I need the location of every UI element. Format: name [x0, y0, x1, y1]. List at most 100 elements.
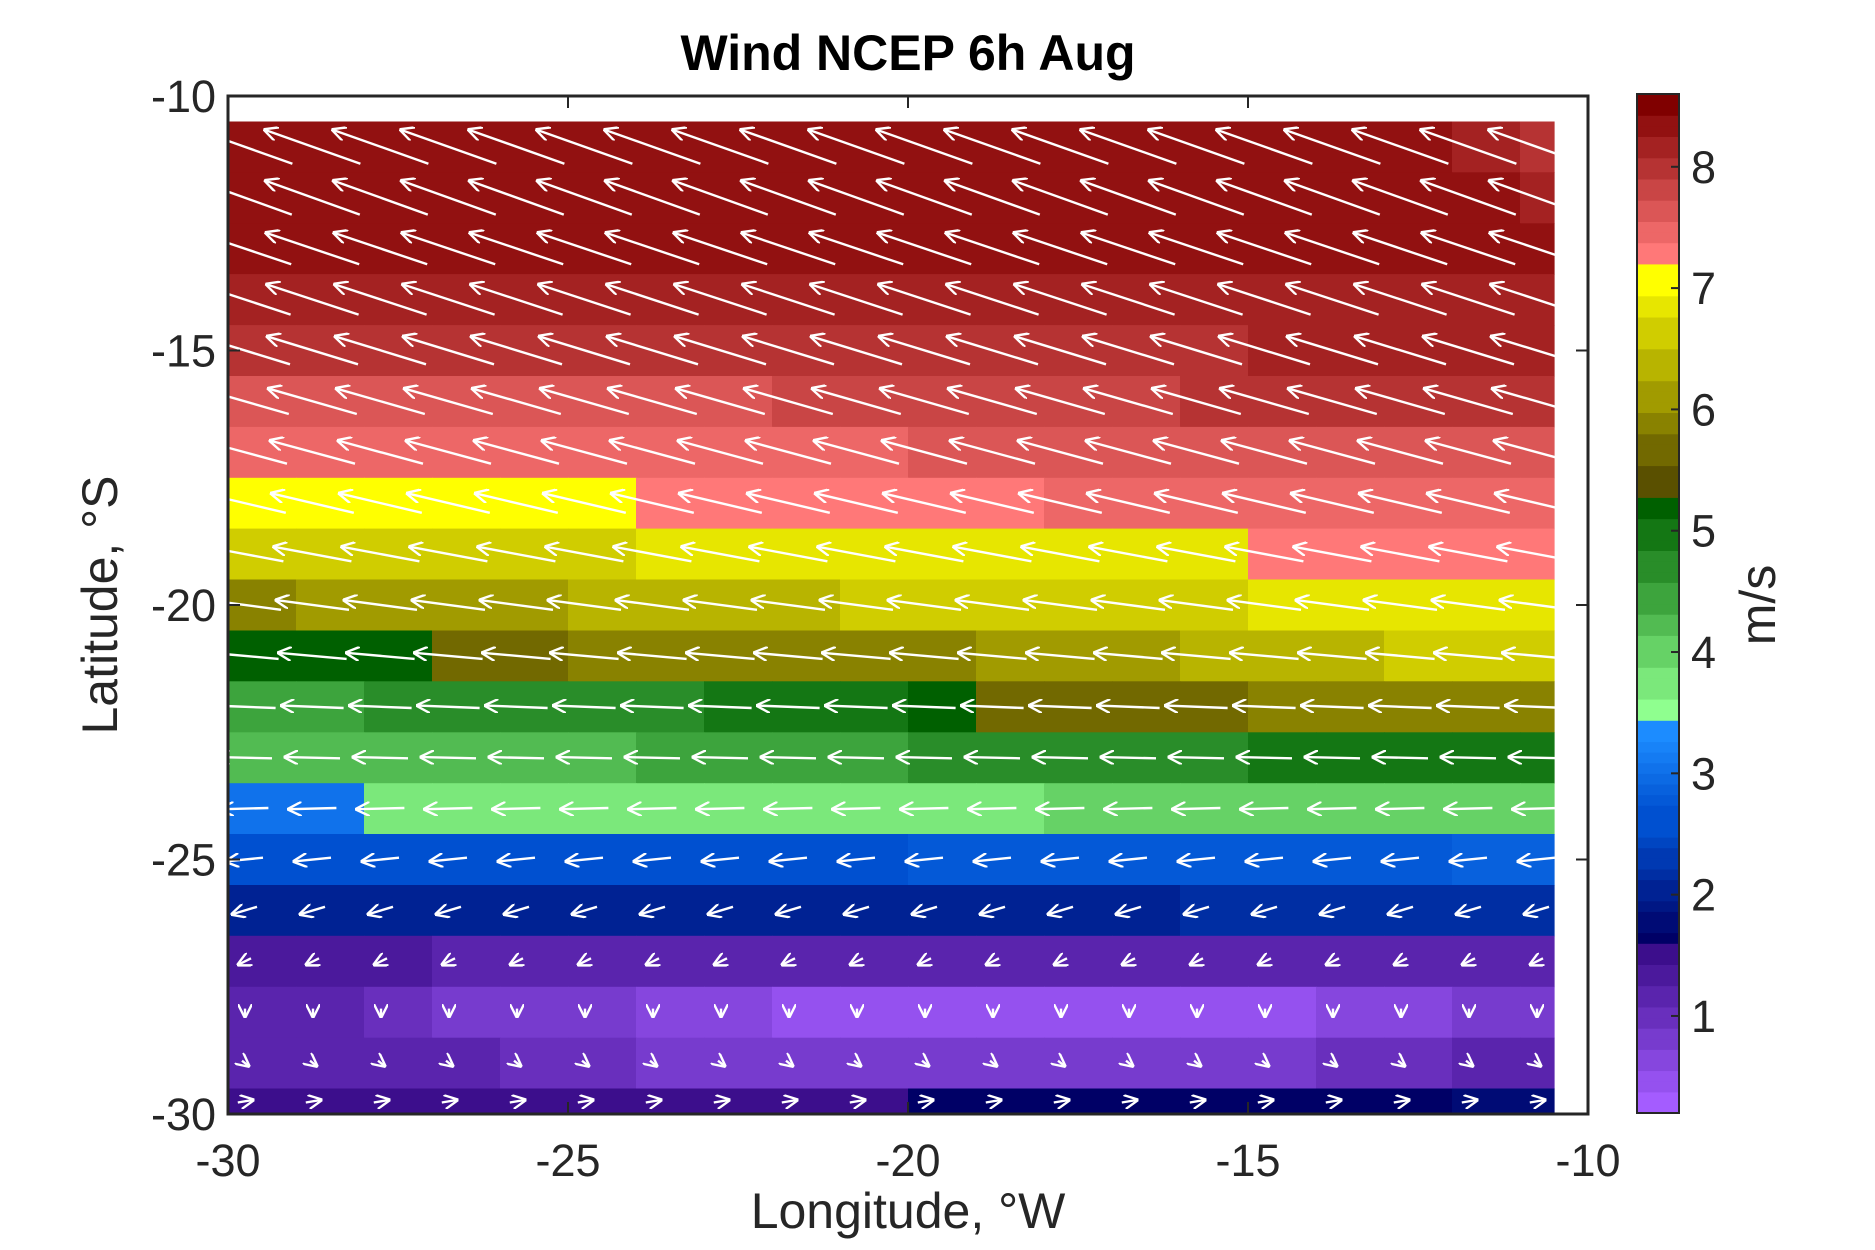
wind-arrow	[907, 858, 944, 862]
wind-arrow	[267, 285, 359, 316]
colorbar-swatch	[1637, 433, 1679, 445]
heatmap-cell	[908, 325, 977, 377]
heatmap-cell	[1384, 477, 1453, 530]
wind-arrow	[549, 600, 622, 611]
x-tick-label: -20	[875, 1135, 940, 1186]
wind-arrow	[337, 389, 426, 416]
wind-arrow	[481, 600, 554, 611]
heatmap-cells	[228, 121, 1555, 1114]
wind-arrow	[1020, 494, 1103, 514]
wind-arrow	[339, 441, 424, 465]
wind-arrow	[228, 601, 282, 611]
heatmap-cell	[228, 1037, 297, 1090]
wind-arrow	[894, 706, 956, 708]
heatmap-cell	[636, 528, 705, 581]
wind-arrow	[1286, 181, 1381, 216]
colorbar-swatch	[1637, 94, 1679, 106]
colorbar-tick-label: 3	[1691, 748, 1716, 799]
wind-arrow	[1082, 130, 1177, 165]
wind-arrow	[378, 1061, 384, 1066]
colorbar-swatch	[1637, 1102, 1679, 1114]
wind-arrow	[1224, 494, 1307, 514]
wind-arrow	[1330, 1061, 1336, 1066]
wind-arrow	[959, 653, 1027, 659]
wind-arrow	[635, 858, 672, 862]
heatmap-cell	[976, 986, 1045, 1039]
wind-arrow	[1367, 653, 1435, 659]
wind-arrow	[1423, 285, 1515, 316]
heatmap-cell	[568, 1037, 637, 1090]
heatmap-cell	[1452, 986, 1521, 1039]
heatmap-cell	[704, 528, 773, 581]
wind-arrow	[1015, 233, 1108, 266]
colorbar-tick-label: 2	[1691, 870, 1716, 921]
colorbar-swatch	[1637, 699, 1679, 711]
wind-arrow	[1354, 130, 1449, 165]
heatmap-cell	[1180, 477, 1249, 530]
wind-arrow	[970, 808, 1017, 809]
heatmap-cell	[1044, 426, 1113, 479]
wind-arrow	[228, 190, 293, 216]
heatmap-cell	[500, 121, 569, 173]
wind-arrow	[544, 494, 627, 514]
wind-arrow	[685, 600, 758, 611]
wind-arrow	[1431, 547, 1508, 563]
heatmap-cell	[1452, 223, 1521, 275]
colorbar-swatch	[1637, 752, 1679, 764]
wind-arrow	[271, 441, 356, 465]
heatmap-cell	[636, 121, 705, 173]
wind-arrow	[418, 706, 480, 708]
wind-arrow	[554, 706, 616, 708]
colorbar-swatch	[1637, 932, 1679, 944]
wind-arrow	[1153, 389, 1242, 416]
wind-arrow	[295, 858, 332, 862]
wind-arrow	[411, 547, 488, 563]
colorbar-swatch	[1637, 327, 1679, 339]
wind-arrow	[486, 706, 548, 708]
wind-arrow	[811, 233, 904, 266]
wind-arrow	[1126, 1061, 1132, 1066]
heatmap-cell	[976, 223, 1045, 275]
heatmap-cell	[704, 885, 773, 937]
heatmap-cell	[1248, 426, 1317, 479]
heatmap-cell	[1384, 986, 1453, 1039]
wind-arrow	[1531, 958, 1543, 964]
wind-arrow	[1098, 706, 1160, 708]
x-tick-label: -15	[1215, 1135, 1280, 1186]
heatmap-cell	[840, 935, 909, 988]
heatmap-cell	[432, 376, 501, 428]
wind-arrow	[582, 1061, 588, 1066]
wind-arrow	[713, 1100, 728, 1102]
colorbar-swatch	[1637, 826, 1679, 838]
wind-arrow	[1433, 600, 1506, 611]
heatmap-cell	[364, 935, 433, 988]
heatmap-cell	[636, 172, 705, 224]
colorbar-swatch	[1637, 900, 1679, 912]
wind-arrow	[771, 858, 808, 862]
wind-arrow	[347, 653, 415, 659]
heatmap-cell	[908, 121, 977, 173]
wind-arrow	[1503, 653, 1571, 659]
wind-arrow	[617, 600, 690, 611]
wind-arrow	[1014, 181, 1109, 216]
wind-arrow	[1463, 958, 1475, 964]
heatmap-cell	[1044, 935, 1113, 988]
heatmap-cell	[500, 935, 569, 988]
heatmap-cell	[636, 935, 705, 988]
wind-arrow	[405, 389, 494, 416]
wind-arrow	[626, 757, 681, 758]
heatmap-cell	[1316, 935, 1385, 988]
heatmap-cell	[1316, 376, 1385, 428]
wind-arrow	[766, 808, 813, 809]
heatmap-cell	[364, 1037, 433, 1090]
heatmap-cell	[1452, 528, 1521, 581]
heatmap-cell	[1384, 172, 1453, 224]
heatmap-cell	[840, 325, 909, 377]
wind-arrow	[676, 337, 767, 366]
heatmap-cell	[772, 223, 841, 275]
heatmap-cell	[1248, 376, 1317, 428]
heatmap-cell	[1316, 885, 1385, 937]
colorbar-swatch	[1637, 550, 1679, 562]
wind-arrow	[1490, 130, 1585, 165]
colorbar-swatch	[1637, 561, 1679, 573]
